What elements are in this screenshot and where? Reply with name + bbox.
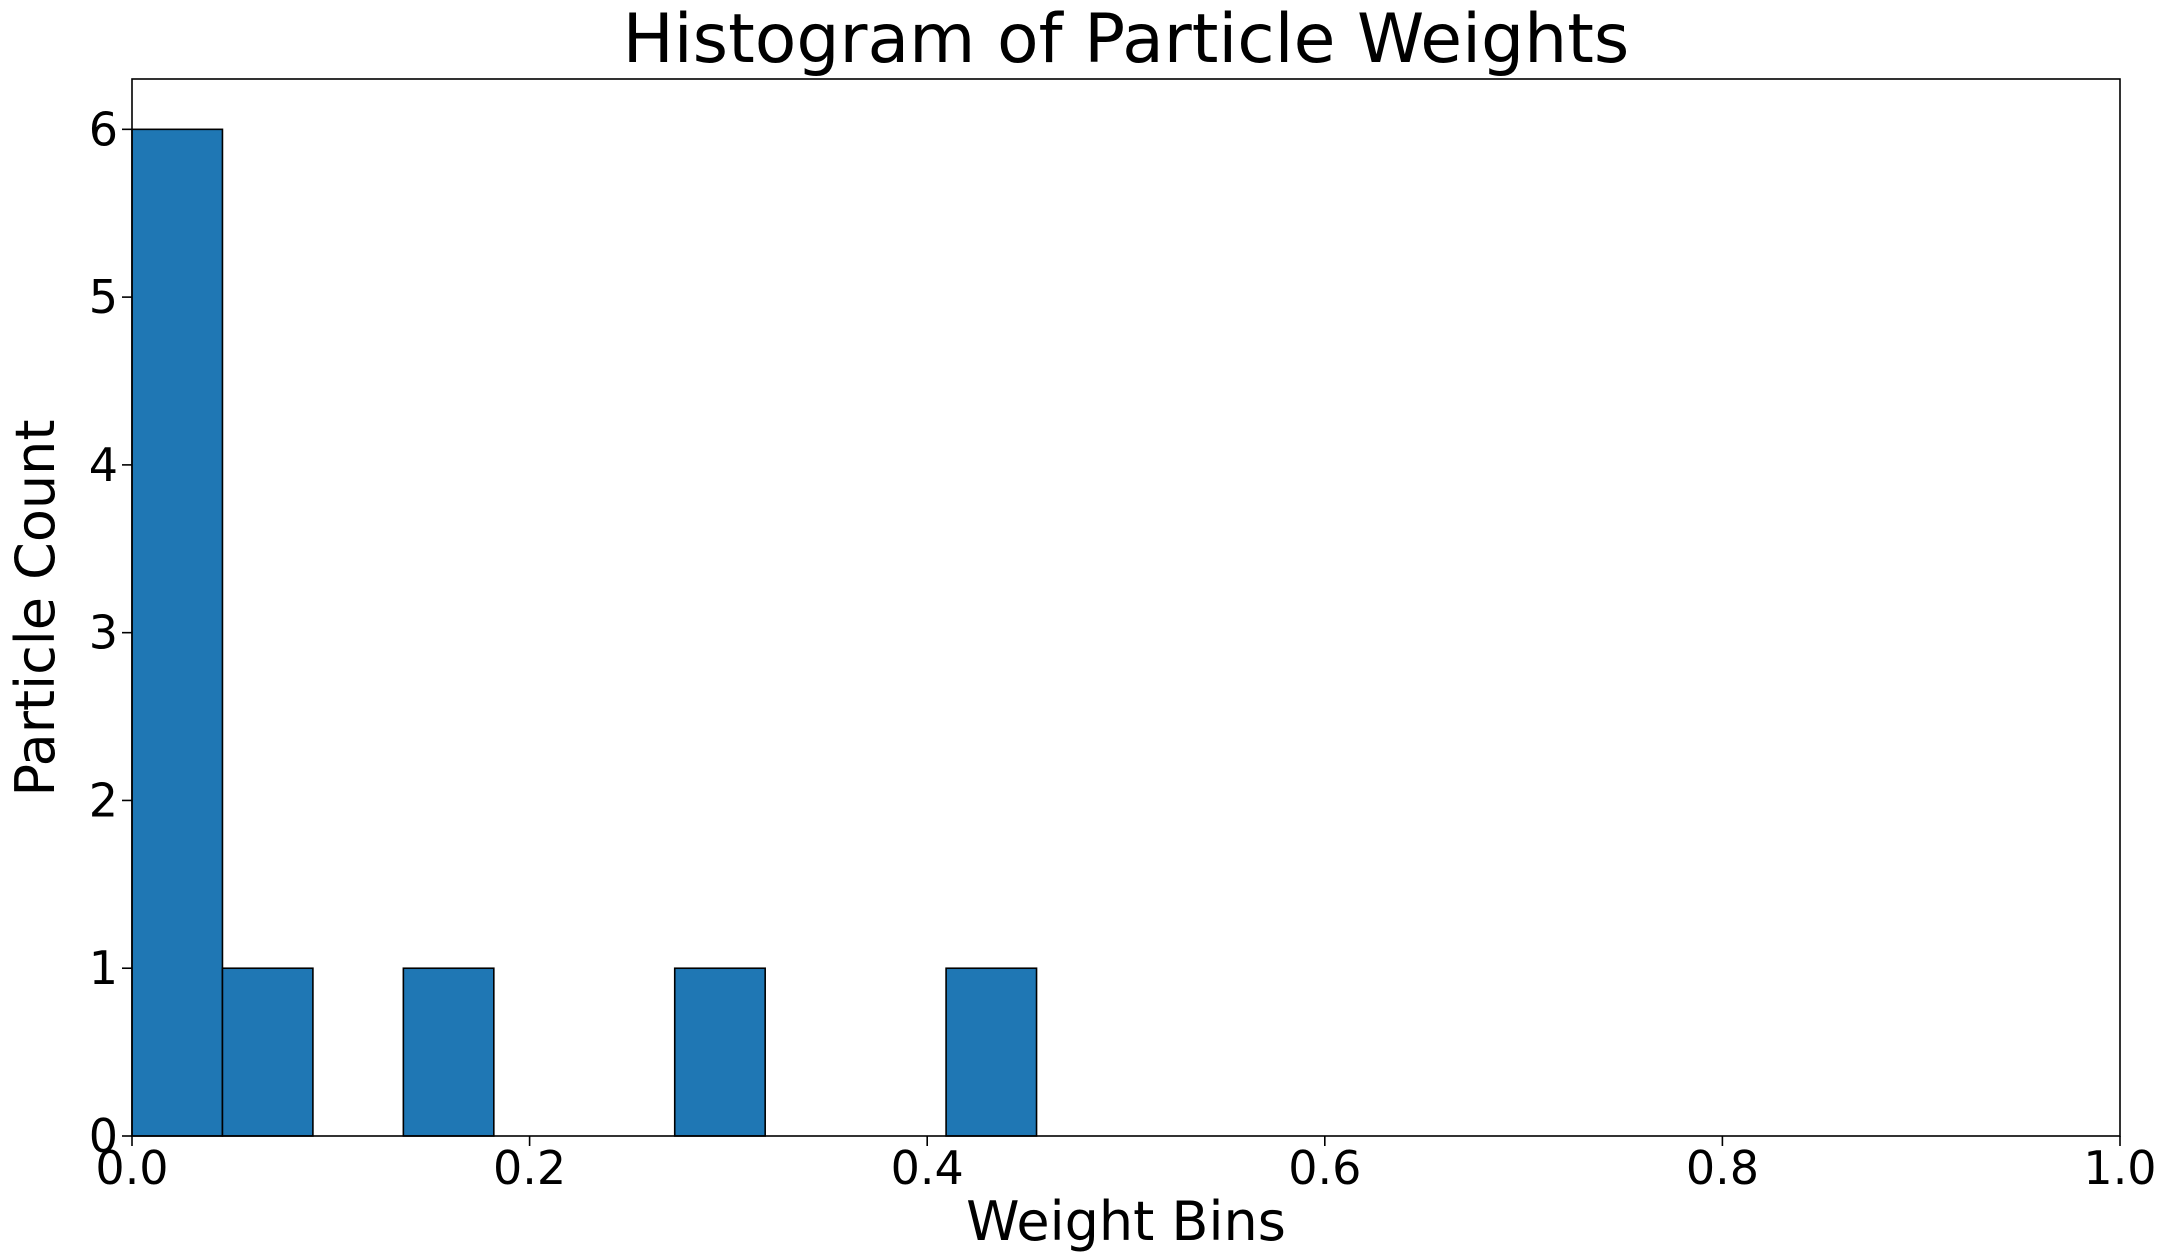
- plot-area: [131, 128, 1038, 1137]
- y-axis-label: Particle Count: [4, 419, 67, 796]
- x-tick-label: 0.2: [493, 1141, 566, 1195]
- histogram-bar-6: [673, 967, 766, 1137]
- x-axis-label: Weight Bins: [966, 1190, 1286, 1252]
- y-tick-label: 2: [89, 773, 118, 827]
- y-tick-label: 5: [89, 270, 118, 324]
- x-tick-label: 0.0: [95, 1141, 168, 1195]
- plot-frame: [131, 78, 2121, 1137]
- y-tick-label: 1: [89, 941, 118, 995]
- y-axis-ticks: 0 1 2 3 4 5 6: [89, 102, 132, 1163]
- y-tick-label: 3: [89, 606, 118, 660]
- y-tick-label: 6: [89, 102, 118, 156]
- y-tick-label: 0: [89, 1109, 118, 1163]
- histogram-bar-3: [402, 967, 495, 1137]
- x-tick-label: 0.6: [1288, 1141, 1361, 1195]
- x-tick-label: 0.8: [1686, 1141, 1759, 1195]
- histogram-bar-1: [221, 967, 314, 1137]
- x-tick-label: 1.0: [2083, 1141, 2156, 1195]
- histogram-bar-0: [131, 128, 224, 1137]
- x-axis-ticks: 0.0 0.2 0.4 0.6 0.8 1.0: [95, 1136, 2157, 1195]
- histogram-bar-9: [945, 967, 1038, 1137]
- chart-title: Histogram of Particle Weights: [623, 0, 1630, 79]
- y-tick-label: 4: [89, 438, 118, 492]
- x-tick-label: 0.4: [891, 1141, 964, 1195]
